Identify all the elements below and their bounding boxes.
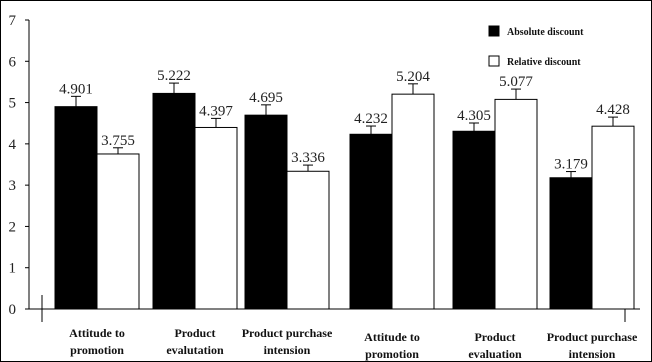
category-label: evalutation bbox=[166, 343, 224, 357]
bar-relative-discount bbox=[194, 126, 238, 310]
category-label: evaluation bbox=[468, 347, 522, 361]
data-label: 5.222 bbox=[157, 68, 191, 84]
y-tick-label: 7 bbox=[9, 13, 17, 29]
legend: Absolute discount Relative discount bbox=[488, 25, 584, 68]
data-label: 3.336 bbox=[291, 150, 325, 166]
category-label: promotion bbox=[70, 343, 124, 357]
bar-absolute-discount bbox=[549, 177, 593, 310]
category-label: Attitude to bbox=[364, 330, 420, 344]
data-label: 3.755 bbox=[101, 133, 135, 149]
legend-swatch-absolute bbox=[488, 25, 500, 37]
legend-label: Relative discount bbox=[507, 57, 581, 68]
bar-absolute-discount bbox=[349, 133, 393, 310]
bar-relative-discount bbox=[96, 153, 140, 310]
y-tick-label: 5 bbox=[9, 96, 17, 112]
y-tick-label: 4 bbox=[9, 137, 17, 153]
data-label: 4.232 bbox=[354, 111, 388, 127]
bar-absolute-discount bbox=[152, 92, 196, 310]
y-tick-label: 0 bbox=[9, 302, 17, 318]
data-label: 5.077 bbox=[499, 74, 533, 90]
bar-absolute-discount bbox=[54, 106, 98, 310]
data-label: 4.428 bbox=[596, 102, 630, 118]
data-label: 5.204 bbox=[396, 69, 430, 85]
data-label: 4.305 bbox=[457, 108, 491, 124]
data-label: 4.901 bbox=[59, 81, 93, 97]
data-label: 3.179 bbox=[554, 157, 588, 173]
bar-relative-discount bbox=[286, 170, 330, 310]
category-labels: Attitude to promotion Product evalutation Pr… bbox=[69, 326, 638, 361]
category-label: Product purchase bbox=[242, 326, 333, 340]
bar-absolute-discount bbox=[452, 130, 496, 310]
legend-swatch-relative bbox=[488, 55, 500, 67]
y-tick-label: 6 bbox=[9, 54, 17, 70]
y-tick-label: 1 bbox=[9, 261, 17, 277]
category-label: intension bbox=[264, 343, 311, 357]
category-label: promotion bbox=[365, 347, 419, 361]
data-label: 4.397 bbox=[199, 103, 233, 119]
category-label: Product bbox=[474, 330, 515, 344]
bar-relative-discount bbox=[591, 125, 635, 310]
bar-relative-discount bbox=[391, 93, 435, 310]
category-label: Attitude to bbox=[69, 326, 125, 340]
y-tick-label: 3 bbox=[9, 178, 17, 194]
data-label: 4.695 bbox=[249, 90, 283, 106]
legend-label: Absolute discount bbox=[507, 27, 584, 38]
category-label: Product purchase bbox=[547, 330, 638, 344]
y-tick-label: 2 bbox=[9, 219, 17, 235]
category-label: Product bbox=[174, 326, 215, 340]
category-label: intension bbox=[569, 347, 616, 361]
bar-absolute-discount bbox=[244, 114, 288, 310]
bar-relative-discount bbox=[494, 98, 538, 310]
bar-series: 4.901 5.222 4.695 4.232 4.305 3.179 3.755 4.397… bbox=[54, 68, 635, 310]
y-axis-ticks: 0 1 2 3 4 5 6 7 bbox=[9, 13, 29, 318]
